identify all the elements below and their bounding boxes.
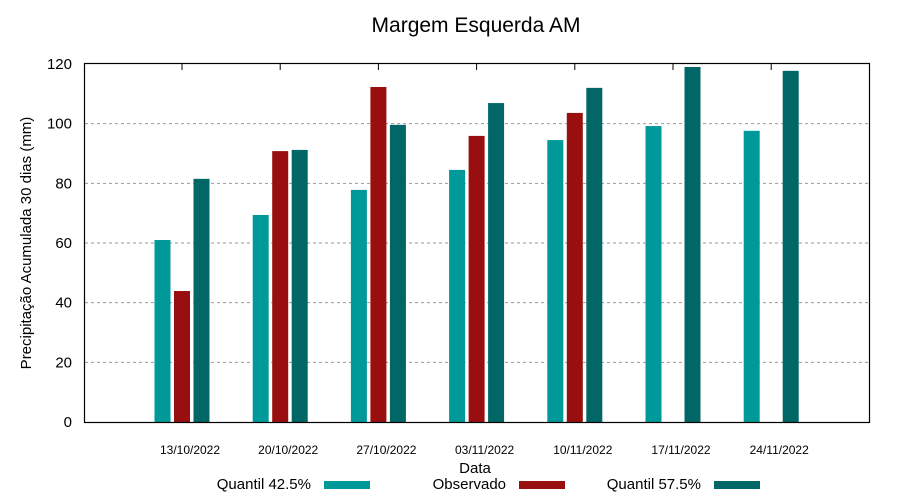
y-tick-label: 40 (55, 295, 72, 312)
chart-title: Margem Esquerda AM (372, 14, 581, 37)
legend-label: Quantil 42.5% (217, 476, 311, 493)
legend: Quantil 42.5% Observado Quantil 57.5% (217, 476, 760, 493)
bar (782, 70, 799, 422)
bar (389, 124, 406, 423)
bars (154, 66, 799, 423)
bar (488, 103, 505, 422)
bar (370, 86, 387, 422)
bar (547, 140, 564, 422)
y-tick-label: 80 (55, 175, 72, 192)
y-tick-label: 20 (55, 354, 72, 371)
bar (154, 240, 171, 422)
bar (743, 130, 760, 422)
x-tick-label: 17/11/2022 (651, 443, 710, 457)
bar (566, 112, 583, 422)
bar (449, 169, 466, 422)
x-axis-ticks: 13/10/2022 20/10/2022 27/10/2022 03/11/2022… (160, 64, 809, 457)
x-tick-label: 24/11/2022 (750, 443, 809, 457)
x-tick-label: 03/11/2022 (455, 443, 514, 457)
y-tick-label: 100 (47, 116, 72, 133)
bar (174, 291, 190, 422)
legend-label: Quantil 57.5% (607, 476, 701, 493)
legend-swatch (519, 481, 565, 489)
bar (350, 189, 367, 422)
bar (193, 178, 210, 422)
legend-swatch (714, 481, 760, 489)
bar (468, 135, 485, 423)
bar (291, 149, 308, 423)
bar (645, 126, 662, 422)
bar (252, 214, 269, 422)
bar (586, 87, 603, 422)
x-tick-label: 13/10/2022 (160, 443, 220, 457)
plot-frame (83, 62, 871, 424)
legend-swatch (324, 481, 370, 489)
legend-label: Observado (433, 476, 506, 493)
x-axis-label: Data (459, 460, 491, 477)
bar (684, 66, 701, 422)
y-tick-label: 120 (47, 56, 72, 73)
bar (272, 151, 289, 422)
y-tick-label: 0 (64, 414, 72, 431)
y-tick-label: 60 (55, 235, 72, 252)
y-axis-ticks: 0 20 40 60 80 100 120 (47, 56, 72, 431)
x-tick-label: 27/10/2022 (356, 443, 416, 457)
x-tick-label: 20/10/2022 (258, 443, 318, 457)
y-axis-label: Precipitação Acumulada 30 dias (mm) (18, 117, 35, 370)
x-tick-label: 10/11/2022 (553, 443, 612, 457)
